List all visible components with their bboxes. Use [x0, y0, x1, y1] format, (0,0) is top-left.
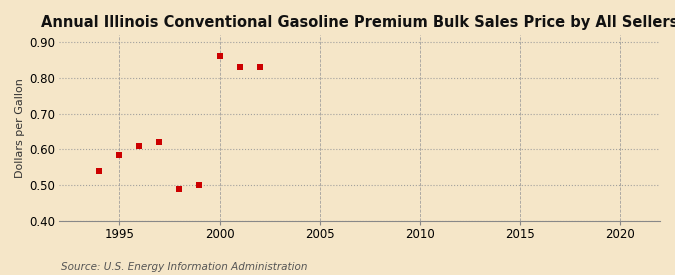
Point [114, 153, 125, 157]
Point [254, 65, 265, 69]
Point [94, 169, 105, 173]
Y-axis label: Dollars per Gallon: Dollars per Gallon [15, 78, 25, 178]
Point [154, 140, 165, 145]
Title: Annual Illinois Conventional Gasoline Premium Bulk Sales Price by All Sellers: Annual Illinois Conventional Gasoline Pr… [41, 15, 675, 30]
Point [214, 54, 225, 58]
Point [174, 186, 185, 191]
Text: Source: U.S. Energy Information Administration: Source: U.S. Energy Information Administ… [61, 262, 307, 272]
Point [134, 144, 145, 148]
Point [194, 183, 205, 187]
Point [234, 65, 245, 69]
